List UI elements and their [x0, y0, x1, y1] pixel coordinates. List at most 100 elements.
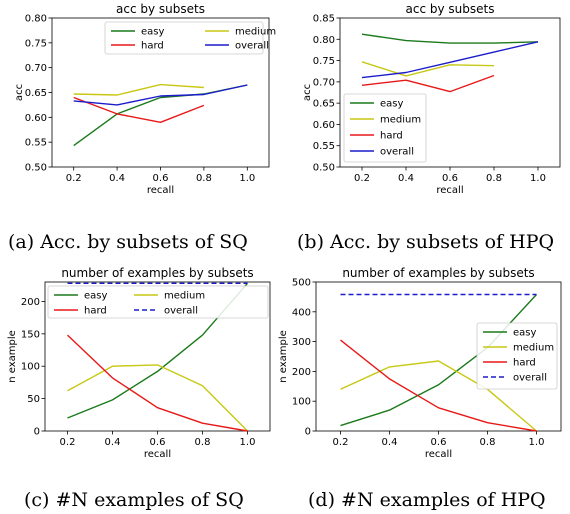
legend: easy hard medium overall — [47, 285, 269, 319]
y-tick-label: 0.85 — [313, 14, 335, 25]
series-line-medium — [67, 364, 248, 432]
y-tick-label: 400 — [292, 307, 311, 318]
legend-label-overall: overall — [513, 373, 547, 384]
legend: easy medium hard overall — [476, 322, 558, 390]
chart-panel: acc by subsets 0.2 0.4 0.6 0.8 1.0 0.50 0.55 0.6… — [8, 2, 276, 253]
legend: easy medium hard overall — [343, 93, 427, 163]
legend-label-overall: overall — [164, 306, 198, 317]
y-tick-label: 0.55 — [313, 141, 335, 152]
y-tick-label: 0 — [34, 427, 40, 438]
legend-label-hard: hard — [141, 41, 164, 52]
x-tick-label: 0.6 — [150, 437, 166, 448]
y-tick-label: 500 — [292, 278, 311, 289]
x-axis-label: recall — [147, 185, 174, 196]
legend-label-medium: medium — [235, 27, 276, 38]
legend: easy hard medium overall — [104, 21, 276, 55]
x-axis-label: recall — [425, 449, 452, 460]
y-tick-label: 0.70 — [25, 63, 47, 74]
subfigure-caption: (c) #N examples of SQ — [24, 489, 244, 511]
series-line-overall — [73, 84, 248, 106]
x-tick-label: 0.6 — [431, 437, 447, 448]
y-tick-label: 0 — [305, 427, 311, 438]
y-tick-label: 0.50 — [25, 163, 47, 174]
series-line-overall — [361, 41, 539, 79]
subfigure-caption: (d) #N examples of HPQ — [308, 489, 546, 511]
x-tick-label: 0.2 — [60, 437, 76, 448]
series-line-medium — [73, 83, 204, 96]
series-line-hard — [67, 334, 248, 432]
legend-box — [476, 322, 558, 390]
y-tick-label: 0.60 — [25, 113, 47, 124]
legend-box — [343, 93, 427, 163]
legend-label-hard: hard — [380, 131, 403, 142]
x-tick-label: 1.0 — [529, 437, 545, 448]
legend-box — [104, 21, 264, 55]
legend-label-hard: hard — [513, 358, 536, 369]
y-tick-label: 200 — [292, 367, 311, 378]
chart-title: number of examples by subsets — [342, 266, 534, 280]
series-line-hard — [340, 339, 537, 432]
x-tick-label: 0.2 — [333, 437, 349, 448]
legend-label-easy: easy — [380, 99, 403, 110]
x-tick-label: 0.8 — [486, 173, 502, 184]
subfigure-caption: (b) Acc. by subsets of HPQ — [297, 231, 554, 253]
x-tick-label: 1.0 — [240, 437, 256, 448]
series-line-hard — [361, 74, 495, 93]
x-tick-label: 0.6 — [442, 173, 458, 184]
x-tick-label: 1.0 — [239, 173, 255, 184]
y-tick-label: 0.75 — [25, 38, 47, 49]
chart-panel: number of examples by subsets 0.2 0.4 0.6 0.… — [278, 266, 562, 511]
y-tick-label: 0.80 — [25, 14, 47, 25]
y-tick-label: 0.50 — [313, 163, 335, 174]
chart-title: number of examples by subsets — [61, 266, 253, 280]
x-axis-label: recall — [436, 185, 463, 196]
legend-label-easy: easy — [513, 328, 536, 339]
y-tick-label: 100 — [21, 362, 40, 373]
x-tick-label: 0.4 — [382, 437, 398, 448]
y-tick-label: 0.75 — [313, 56, 335, 67]
legend-label-medium: medium — [164, 291, 205, 302]
legend-label-hard: hard — [84, 306, 107, 317]
y-tick-label: 0.70 — [313, 77, 335, 88]
y-tick-label: 0.60 — [313, 120, 335, 131]
y-tick-label: 100 — [292, 397, 311, 408]
x-tick-label: 0.8 — [195, 437, 211, 448]
legend-box — [47, 285, 269, 319]
legend-label-overall: overall — [235, 41, 269, 52]
legend-label-overall: overall — [380, 147, 414, 158]
chart-panel: number of examples by subsets 0.2 0.4 0.6 0.… — [7, 266, 271, 511]
y-axis-label: acc — [302, 84, 313, 101]
legend-label-medium: medium — [513, 343, 554, 354]
y-axis-label: n example — [7, 330, 18, 383]
legend-label-easy: easy — [141, 27, 164, 38]
y-axis-label: n example — [278, 330, 289, 383]
chart-panel: acc by subsets 0.2 0.4 0.6 0.8 1.0 0.50 0.55 0.6… — [297, 2, 561, 253]
x-tick-label: 0.8 — [480, 437, 496, 448]
legend-label-medium: medium — [380, 115, 421, 126]
series-line-hard — [73, 96, 205, 124]
x-tick-label: 0.2 — [66, 173, 82, 184]
y-tick-label: 200 — [21, 297, 40, 308]
x-tick-label: 0.4 — [398, 173, 414, 184]
series-line-medium — [361, 61, 495, 77]
y-tick-label: 150 — [21, 329, 40, 340]
y-tick-label: 300 — [292, 337, 311, 348]
y-tick-label: 0.65 — [25, 88, 47, 99]
y-axis-label: acc — [14, 84, 25, 101]
x-tick-label: 0.8 — [196, 173, 212, 184]
chart-title: acc by subsets — [116, 2, 205, 16]
y-tick-label: 0.80 — [313, 35, 335, 46]
x-tick-label: 1.0 — [530, 173, 546, 184]
y-tick-label: 0.65 — [313, 99, 335, 110]
series-line-easy — [361, 33, 539, 44]
legend-label-easy: easy — [84, 291, 107, 302]
chart-title: acc by subsets — [406, 2, 495, 16]
x-tick-label: 0.4 — [105, 437, 121, 448]
y-tick-label: 50 — [27, 394, 40, 405]
x-tick-label: 0.4 — [109, 173, 125, 184]
subfigure-caption: (a) Acc. by subsets of SQ — [8, 231, 248, 253]
x-tick-label: 0.2 — [354, 173, 370, 184]
x-axis-label: recall — [144, 449, 171, 460]
x-tick-label: 0.6 — [153, 173, 169, 184]
